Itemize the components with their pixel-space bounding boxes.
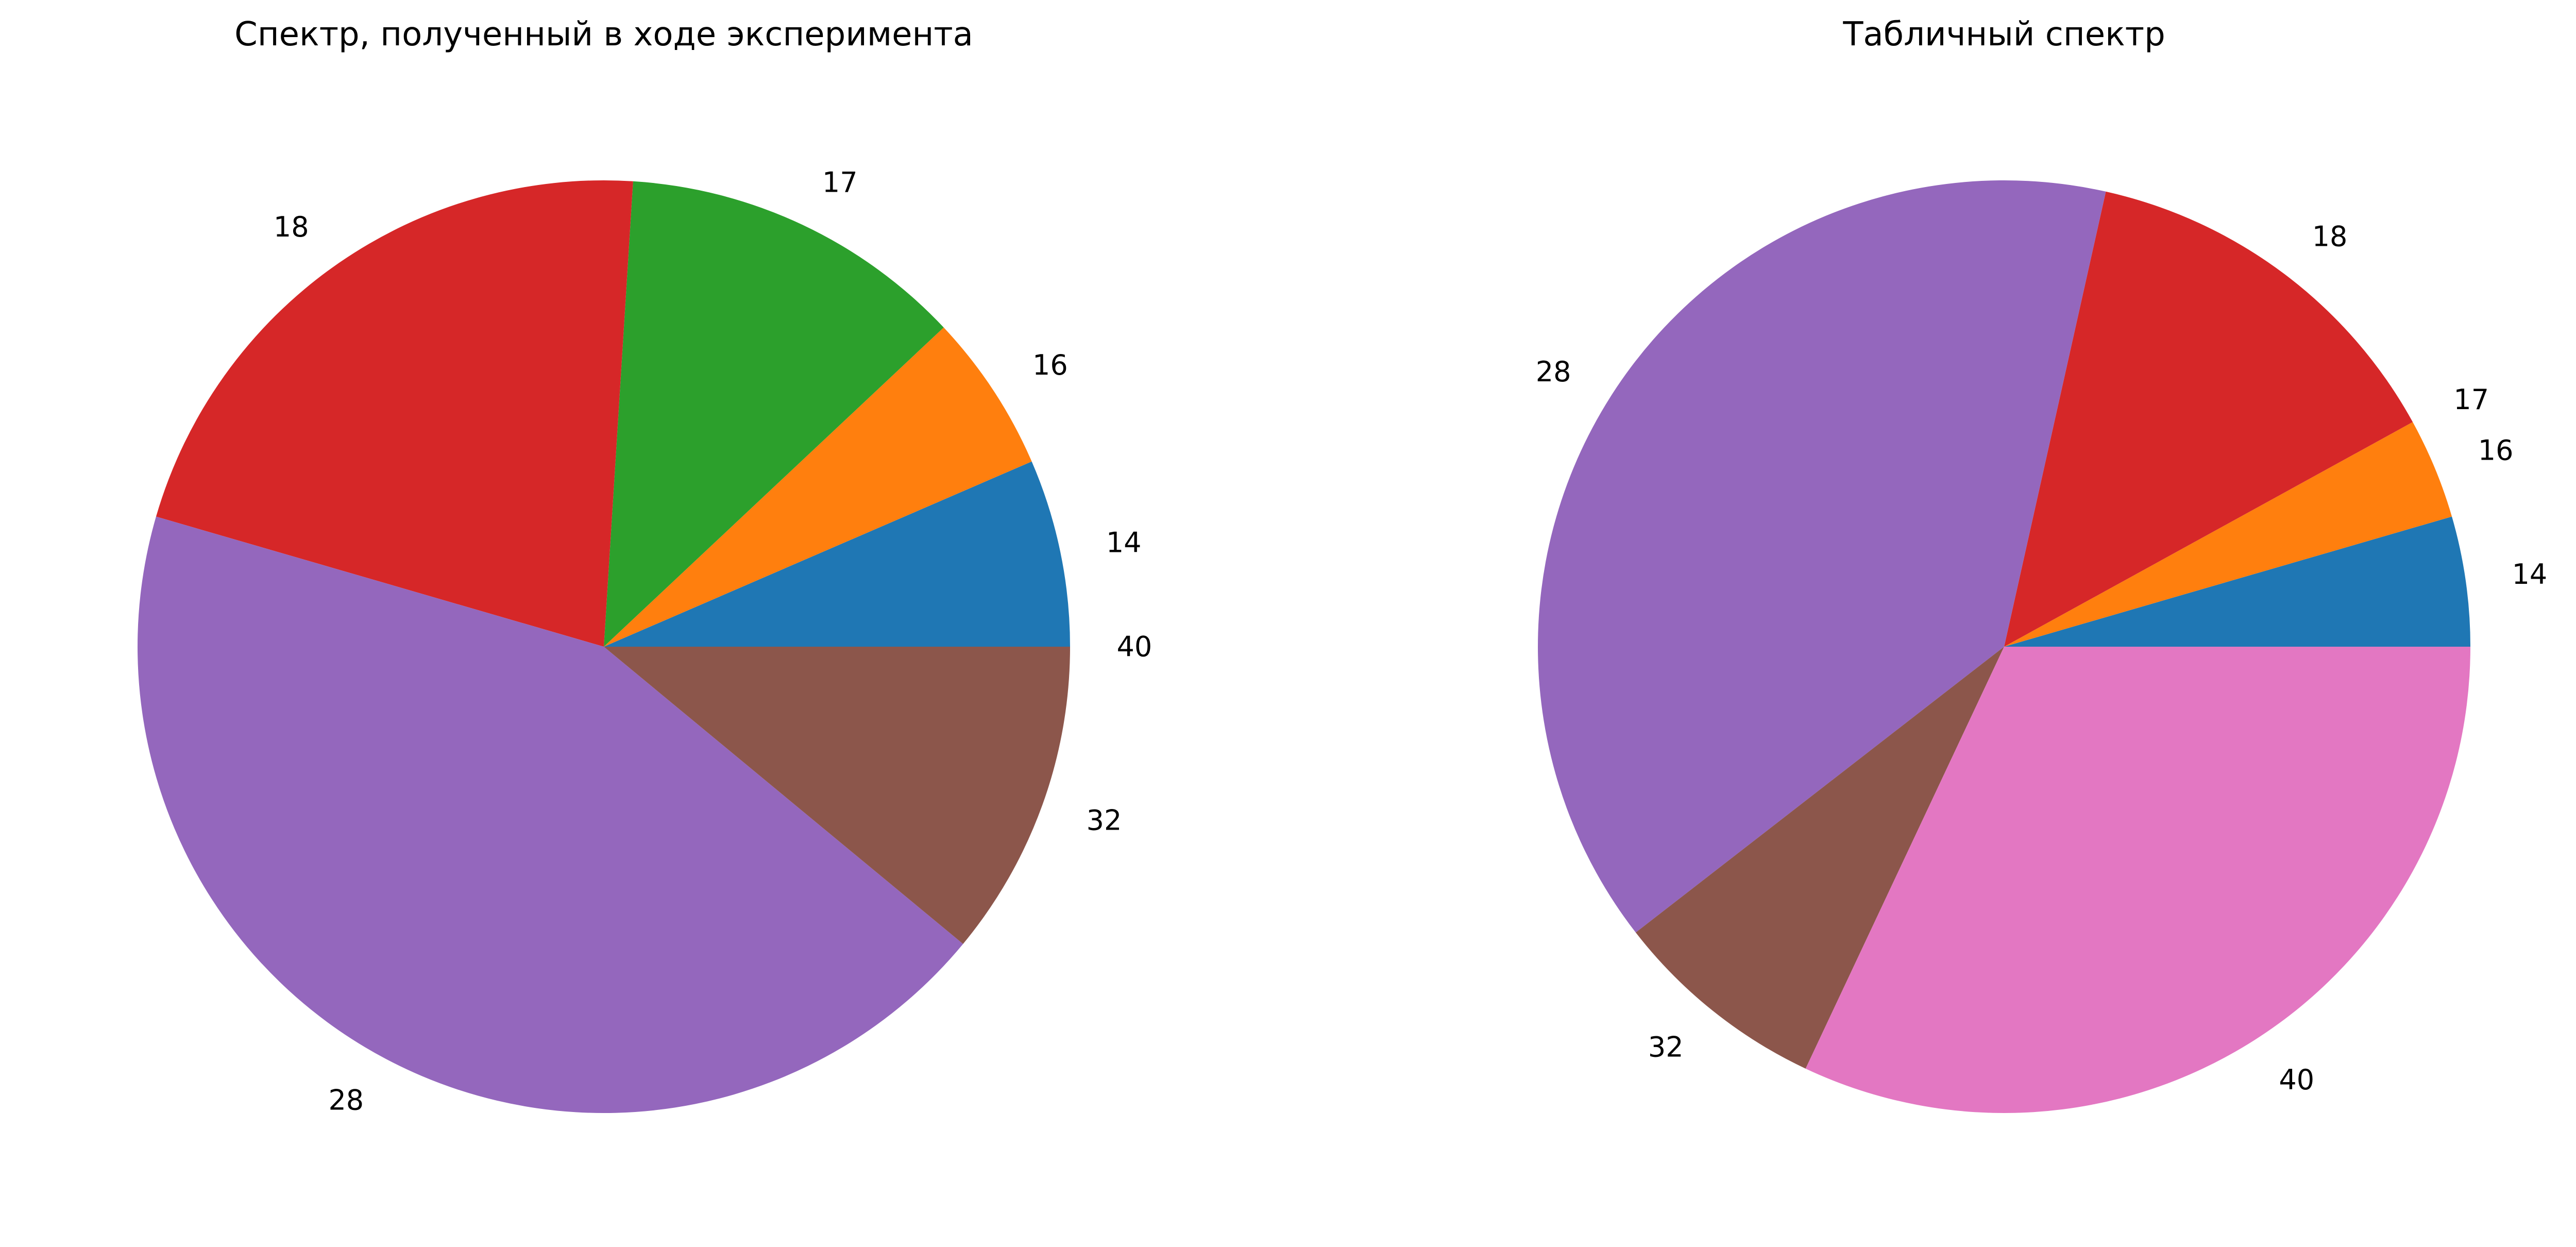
pie-2-label-32: 32 — [1648, 1031, 1684, 1063]
pie-2-label-18: 18 — [2312, 220, 2348, 252]
pie-1-label-18: 18 — [274, 211, 309, 243]
pie-1-label-17: 17 — [822, 166, 858, 199]
pie-1-slice-32 — [604, 647, 1070, 944]
pie-chart-2-slices — [1537, 180, 2470, 1113]
pie-2-slice-32 — [1635, 647, 2004, 1069]
pie-chart-1-slices — [138, 180, 1070, 1113]
pie-chart-2-labels: 14 16 17 18 28 32 40 — [1536, 220, 2548, 1096]
pie-1-slice-18 — [156, 180, 633, 647]
pie-1-slice-28 — [138, 516, 963, 1113]
pie-1-label-14: 14 — [1106, 527, 1142, 559]
pie-1-slice-16 — [604, 327, 1032, 647]
pie-2-slice-16 — [2004, 422, 2452, 647]
pie-2-slice-28 — [1537, 180, 2106, 933]
pie-1-slice-14 — [604, 461, 1070, 647]
pie-2-slice-18 — [2004, 191, 2413, 647]
pie-1-label-40: 40 — [1117, 631, 1153, 663]
pie-2-slice-40 — [1805, 647, 2470, 1113]
pie-1-label-16: 16 — [1032, 349, 1068, 381]
pie-1-label-28: 28 — [328, 1084, 364, 1116]
pie-2-label-28: 28 — [1536, 356, 1571, 388]
pie-chart-1-labels: 14 16 17 18 28 32 40 — [274, 166, 1152, 1117]
pie-1-slice-17 — [604, 181, 944, 647]
pie-chart-2-title: Табличный спектр — [1842, 15, 2165, 54]
pie-2-label-17: 17 — [2453, 383, 2489, 416]
pie-2-label-16: 16 — [2478, 434, 2514, 467]
pie-1-label-32: 32 — [1087, 804, 1122, 837]
pie-2-slice-14 — [2004, 516, 2470, 647]
pie-chart-1-title: Спектр, полученный в ходе эксперимента — [234, 15, 973, 54]
pie-2-label-14: 14 — [2512, 558, 2548, 591]
pie-2-label-40: 40 — [2279, 1064, 2314, 1096]
